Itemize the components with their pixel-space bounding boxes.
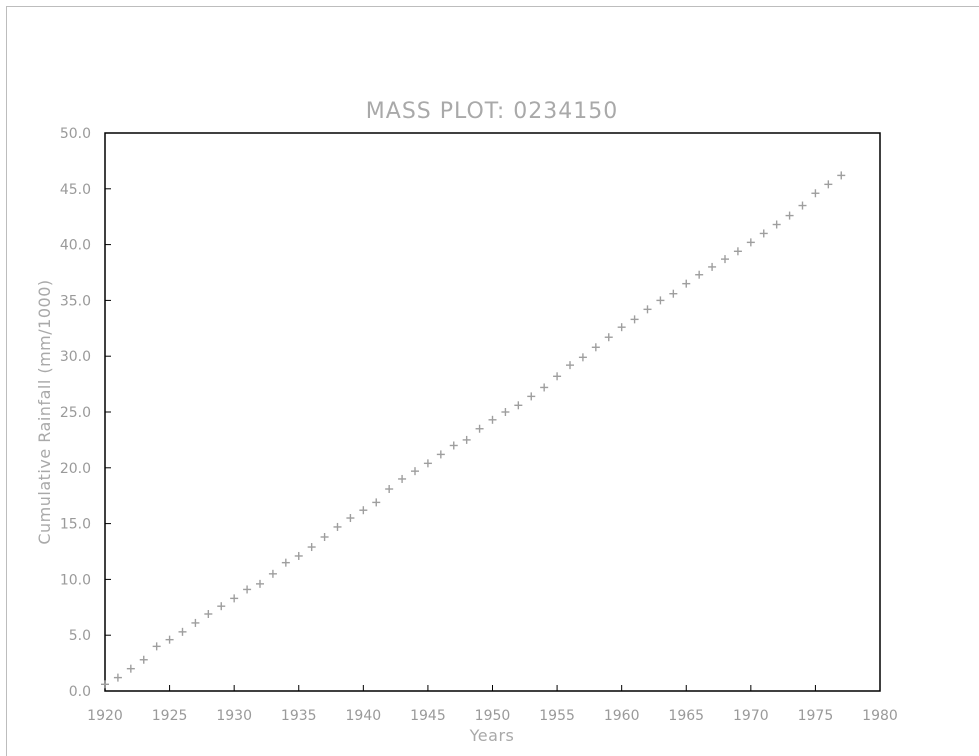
- y-tick-label: 50.0: [60, 126, 91, 142]
- data-point: [772, 220, 781, 229]
- data-point: [656, 296, 665, 305]
- data-point: [785, 211, 794, 220]
- data-point: [462, 435, 471, 444]
- x-tick-label: 1950: [475, 708, 511, 724]
- x-tick-label: 1925: [152, 708, 188, 724]
- data-point: [320, 532, 329, 541]
- data-point: [514, 401, 523, 410]
- x-tick-label: 1930: [216, 708, 252, 724]
- y-tick-label: 5.0: [69, 628, 91, 644]
- data-point: [695, 270, 704, 279]
- data-series: [101, 171, 846, 689]
- data-point: [346, 514, 355, 523]
- chart-title: MASS PLOT: 0234150: [366, 99, 618, 124]
- data-point: [204, 609, 213, 618]
- data-point: [501, 408, 510, 416]
- y-tick-label: 30.0: [60, 349, 91, 365]
- x-axis-label: Years: [469, 726, 515, 745]
- data-point: [643, 305, 652, 314]
- data-point: [824, 180, 833, 189]
- data-point: [553, 372, 562, 381]
- data-point: [101, 680, 109, 689]
- data-point: [837, 171, 846, 180]
- data-point: [436, 450, 445, 459]
- data-point: [423, 459, 432, 468]
- data-point: [527, 392, 536, 401]
- data-point: [372, 498, 381, 507]
- data-point: [307, 543, 316, 552]
- data-point: [398, 474, 407, 483]
- data-point: [578, 353, 587, 362]
- data-point: [178, 627, 187, 636]
- y-tick-label: 25.0: [60, 405, 91, 421]
- data-point: [449, 441, 458, 450]
- data-point: [566, 361, 574, 370]
- data-point: [630, 315, 639, 324]
- y-tick-label: 40.0: [60, 238, 91, 254]
- data-point: [230, 594, 239, 603]
- data-point: [217, 602, 226, 611]
- data-point: [708, 262, 717, 271]
- y-tick-label: 10.0: [60, 572, 91, 588]
- data-point: [682, 279, 691, 288]
- data-point: [113, 673, 122, 682]
- data-point: [152, 642, 161, 651]
- data-point: [385, 485, 394, 494]
- x-tick-label: 1945: [410, 708, 446, 724]
- x-axis: 1920 1925 1930 1935 1940 1945 1950 1955 1960 1965…: [87, 685, 898, 724]
- plot-window-frame: [6, 6, 979, 756]
- data-point: [256, 579, 264, 588]
- y-tick-label: 0.0: [69, 684, 91, 700]
- data-point: [333, 522, 342, 531]
- data-point: [669, 289, 678, 298]
- data-point: [126, 664, 135, 673]
- data-point: [759, 229, 768, 238]
- data-point: [798, 201, 807, 210]
- data-point: [488, 415, 497, 424]
- y-tick-label: 35.0: [60, 293, 91, 309]
- data-point: [191, 618, 200, 627]
- data-point: [475, 424, 484, 433]
- x-tick-label: 1940: [346, 708, 382, 724]
- data-point: [733, 247, 742, 256]
- data-point: [721, 255, 729, 264]
- x-tick-label: 1970: [733, 708, 769, 724]
- data-point: [411, 467, 419, 476]
- data-point: [243, 585, 252, 594]
- x-tick-label: 1965: [668, 708, 704, 724]
- data-point: [294, 551, 303, 560]
- data-point: [591, 343, 600, 352]
- data-point: [139, 655, 148, 664]
- x-tick-label: 1975: [798, 708, 834, 724]
- data-point: [165, 635, 174, 644]
- y-tick-label: 45.0: [60, 182, 91, 198]
- data-point: [281, 558, 290, 567]
- x-tick-label: 1955: [539, 708, 575, 724]
- data-point: [359, 506, 368, 515]
- x-tick-label: 1920: [87, 708, 123, 724]
- data-point: [811, 189, 820, 198]
- x-tick-label: 1980: [862, 708, 898, 724]
- data-point: [617, 323, 626, 332]
- data-point: [268, 569, 277, 578]
- y-axis-label: Cumulative Rainfall (mm/1000): [35, 279, 54, 544]
- y-tick-label: 15.0: [60, 517, 91, 533]
- x-tick-label: 1935: [281, 708, 317, 724]
- y-axis: 0.0 5.0 10.0 15.0 20.0 25.0 30.0 35.0 40.0 45.0 50…: [60, 126, 111, 700]
- x-tick-label: 1960: [604, 708, 640, 724]
- data-point: [604, 333, 613, 342]
- data-point: [746, 238, 755, 247]
- y-tick-label: 20.0: [60, 461, 91, 477]
- data-point: [540, 383, 549, 392]
